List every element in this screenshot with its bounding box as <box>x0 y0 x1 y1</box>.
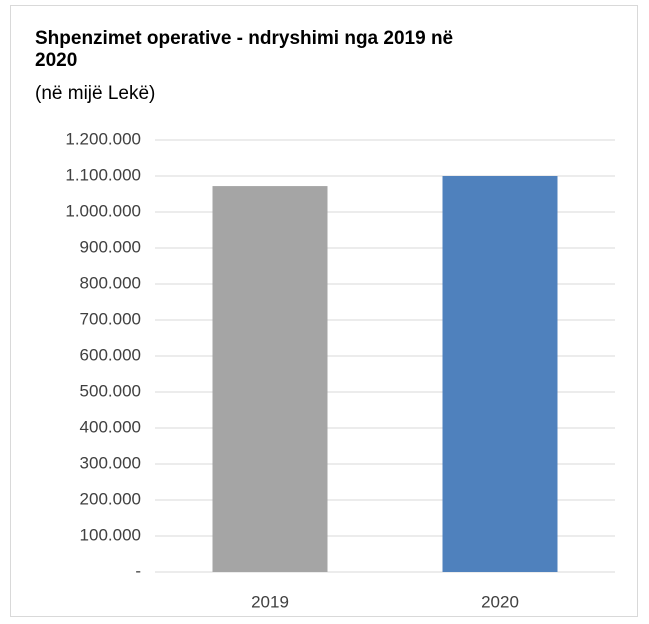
y-tick-label: 900.000 <box>80 237 141 256</box>
bar <box>212 186 328 572</box>
y-tick-label: 500.000 <box>80 381 141 400</box>
y-tick-label: - <box>135 561 141 580</box>
y-tick-label: 1.200.000 <box>65 129 141 148</box>
y-tick-label: 400.000 <box>80 417 141 436</box>
y-tick-label: 700.000 <box>80 309 141 328</box>
y-tick-label: 100.000 <box>80 525 141 544</box>
y-tick-label: 600.000 <box>80 345 141 364</box>
y-tick-label: 1.100.000 <box>65 165 141 184</box>
y-tick-label: 800.000 <box>80 273 141 292</box>
chart-frame <box>10 5 638 617</box>
bar <box>442 176 558 572</box>
chart-subtitle: (në mijë Lekë) <box>35 83 156 104</box>
y-tick-label: 300.000 <box>80 453 141 472</box>
y-tick-label: 200.000 <box>80 489 141 508</box>
y-tick-label: 1.000.000 <box>65 201 141 220</box>
chart-title: Shpenzimet operative - ndryshimi nga 201… <box>35 28 454 71</box>
x-tick-label: 2020 <box>481 592 519 611</box>
x-tick-label: 2019 <box>251 592 289 611</box>
